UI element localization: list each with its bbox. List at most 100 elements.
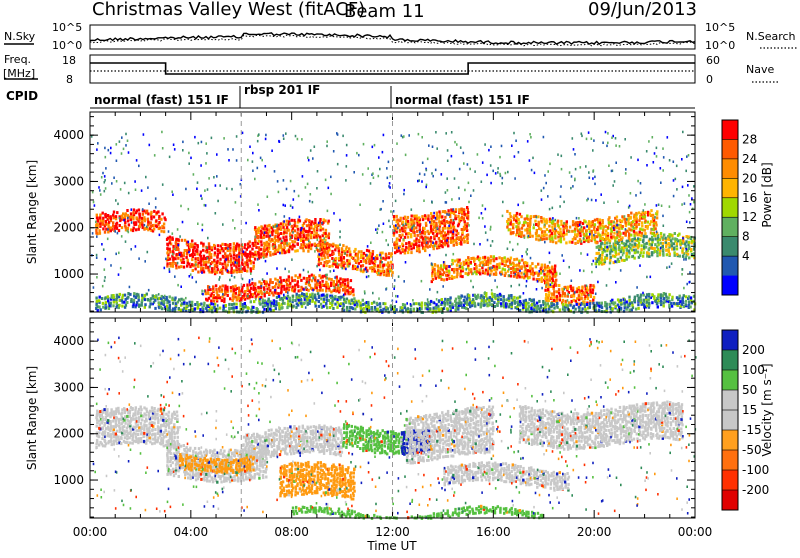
power-cell	[639, 264, 641, 267]
power-cell	[184, 249, 186, 252]
power-cell	[159, 226, 161, 229]
power-cell	[394, 305, 396, 308]
power-cell	[457, 295, 459, 298]
power-cell	[177, 238, 179, 241]
power-cell	[549, 306, 551, 309]
power-cell	[593, 234, 595, 237]
power-cell	[432, 232, 434, 235]
power-cell	[620, 256, 622, 259]
power-cell	[492, 240, 494, 243]
power-cell	[149, 305, 151, 308]
power-cell	[377, 228, 379, 231]
power-cell	[463, 162, 465, 165]
power-cell	[616, 226, 618, 229]
power-cell	[283, 285, 285, 288]
power-cell	[546, 284, 548, 287]
power-cell	[417, 223, 419, 226]
power-cell	[490, 255, 492, 258]
power-cell	[135, 216, 137, 219]
power-cell	[686, 155, 688, 158]
power-cell	[105, 296, 107, 299]
power-cell	[232, 297, 234, 300]
power-cell	[210, 302, 212, 305]
power-cell	[112, 304, 114, 307]
power-cell	[164, 306, 166, 309]
power-cell	[528, 305, 530, 308]
power-cell	[130, 298, 132, 301]
power-cell	[389, 182, 391, 185]
power-cell	[377, 269, 379, 272]
power-cell	[178, 244, 180, 247]
power-cell	[214, 270, 216, 273]
power-cell	[593, 296, 595, 299]
power-cell	[164, 217, 166, 220]
power-cell	[312, 201, 314, 204]
power-cell	[588, 226, 590, 229]
power-cell	[154, 154, 156, 157]
power-cell	[135, 228, 137, 231]
power-cell	[247, 159, 249, 162]
power-cell	[180, 286, 182, 289]
power-cell	[250, 287, 252, 290]
power-cell	[265, 284, 267, 287]
power-cell	[588, 220, 590, 223]
velocity-heatmap	[93, 337, 697, 520]
power-cell	[590, 295, 592, 298]
power-cell	[312, 277, 314, 280]
power-cell	[642, 292, 644, 295]
power-cell	[283, 279, 285, 282]
power-cell	[379, 302, 381, 305]
power-cell	[222, 293, 224, 296]
power-cell	[458, 259, 460, 262]
power-cell	[644, 232, 646, 235]
power-cell	[348, 259, 350, 262]
power-cell	[686, 248, 688, 251]
power-cell	[656, 231, 658, 234]
power-cell	[514, 177, 516, 180]
power-cell	[243, 284, 245, 287]
power-cell	[656, 204, 658, 207]
power-cell	[131, 208, 133, 211]
power-cell	[138, 304, 140, 307]
power-cell	[642, 239, 644, 242]
power-cell	[302, 175, 304, 178]
power-cell	[278, 302, 280, 305]
power-cell	[249, 146, 251, 149]
power-cell	[549, 208, 551, 211]
power-cell	[572, 287, 574, 290]
power-cell	[689, 271, 691, 274]
power-cell	[144, 260, 146, 263]
power-cell	[472, 257, 474, 260]
power-cell	[416, 217, 418, 220]
power-cell	[283, 294, 285, 297]
power-cell	[193, 253, 195, 256]
power-cell	[432, 278, 434, 281]
power-cell	[532, 278, 534, 281]
power-cell	[431, 262, 433, 265]
power-cell	[487, 257, 489, 260]
power-cell	[490, 226, 492, 229]
power-cell	[470, 268, 472, 271]
power-cell	[481, 261, 483, 264]
power-cell	[171, 191, 173, 194]
power-cell	[509, 241, 511, 244]
power-cell	[607, 142, 609, 145]
power-cell	[177, 262, 179, 265]
power-cell	[413, 224, 415, 227]
power-cell	[135, 189, 137, 192]
power-cell	[603, 259, 605, 262]
power-cell	[525, 251, 527, 254]
power-cell	[95, 229, 97, 232]
power-cell	[607, 132, 609, 135]
power-cell	[681, 273, 683, 276]
power-cell	[555, 279, 557, 282]
power-cell	[460, 262, 462, 265]
power-cell	[249, 281, 251, 284]
power-cell	[524, 236, 526, 239]
power-cell	[614, 301, 616, 304]
power-cell	[567, 299, 569, 302]
power-cell	[194, 267, 196, 270]
power-cell	[588, 294, 590, 297]
power-cell	[499, 293, 501, 296]
power-cell	[461, 228, 463, 231]
